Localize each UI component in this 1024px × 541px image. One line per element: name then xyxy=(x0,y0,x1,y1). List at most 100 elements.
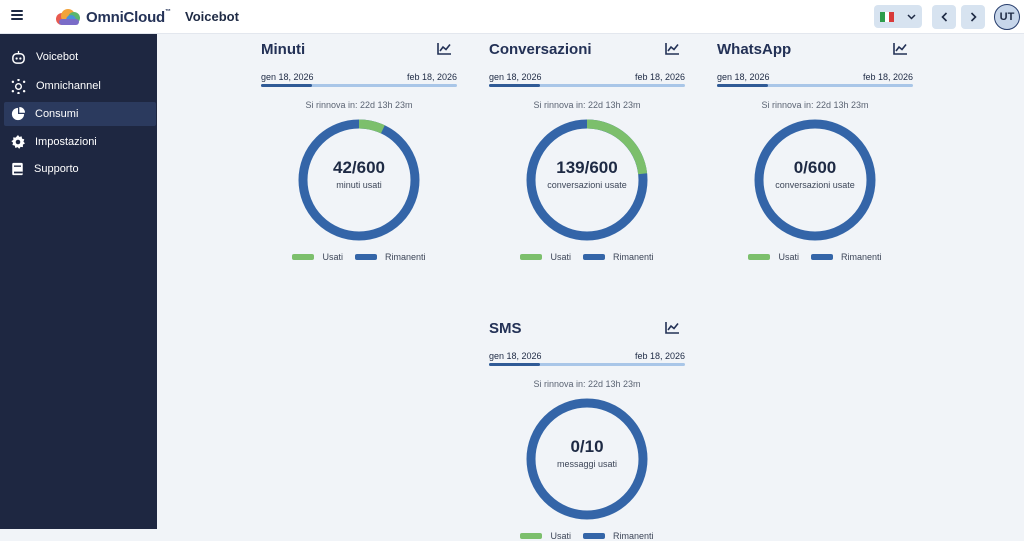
brand-name: OmniCloud™ xyxy=(86,8,171,26)
line-chart-icon[interactable] xyxy=(665,42,680,55)
avatar[interactable]: UT xyxy=(994,4,1020,30)
legend-label-remaining: Rimanenti xyxy=(384,252,426,262)
legend-label-used: Usati xyxy=(322,252,343,262)
card-title: WhatsApp xyxy=(717,41,792,58)
usage-donut-chart xyxy=(526,119,648,241)
sidebar-item-label: Impostazioni xyxy=(35,136,97,148)
forward-button[interactable] xyxy=(961,5,985,29)
period-progress-bar xyxy=(261,84,457,87)
usage-card-conversazioni: Conversazioni gen 18, 2026 feb 18, 2026 … xyxy=(481,34,693,288)
renewal-countdown: Si rinnova in: 22d 13h 23m xyxy=(305,100,413,110)
usage-value: 42/600 xyxy=(333,158,385,177)
usage-unit-label: conversazioni usate xyxy=(775,180,855,190)
period-end-date: feb 18, 2026 xyxy=(406,72,457,82)
period-progress-bar xyxy=(489,84,685,87)
period-progress-fill xyxy=(717,84,768,87)
pie-chart-icon xyxy=(11,107,25,121)
legend-label-remaining: Rimanenti xyxy=(840,252,882,262)
legend-swatch-used xyxy=(748,254,771,260)
language-selector[interactable] xyxy=(874,5,922,28)
legend-swatch-used xyxy=(292,254,315,260)
donut-center: 42/600 minuti usati xyxy=(297,158,421,190)
sidebar-item-label: Voicebot xyxy=(36,51,79,63)
top-bar: OmniCloud™ Voicebot UT xyxy=(0,0,1024,34)
back-button[interactable] xyxy=(932,5,956,29)
period-start-date: gen 18, 2026 xyxy=(717,72,770,82)
chart-legend: Usati Rimanenti xyxy=(709,252,921,262)
usage-card-whatsapp: WhatsApp gen 18, 2026 feb 18, 2026 Si ri… xyxy=(709,34,921,288)
period-end-date: feb 18, 2026 xyxy=(634,72,685,82)
usage-card-minuti: Minuti gen 18, 2026 feb 18, 2026 Si rinn… xyxy=(253,34,465,288)
usage-donut-chart xyxy=(754,119,876,241)
legend-swatch-remaining xyxy=(582,533,605,539)
legend-swatch-remaining xyxy=(582,254,605,260)
legend-swatch-used xyxy=(520,254,543,260)
renewal-countdown: Si rinnova in: 22d 13h 23m xyxy=(533,379,641,389)
usage-value: 0/10 xyxy=(570,437,604,456)
chevron-left-icon xyxy=(940,12,947,22)
period-end-date: feb 18, 2026 xyxy=(634,351,685,361)
renewal-countdown: Si rinnova in: 22d 13h 23m xyxy=(761,100,869,110)
line-chart-icon[interactable] xyxy=(665,321,680,334)
legend-label-remaining: Rimanenti xyxy=(612,531,654,541)
sidebar-item-label: Omnichannel xyxy=(36,80,101,92)
cloud-logo-icon xyxy=(56,9,80,25)
renewal-countdown: Si rinnova in: 22d 13h 23m xyxy=(533,100,641,110)
line-chart-icon[interactable] xyxy=(893,42,908,55)
period-start-date: gen 18, 2026 xyxy=(489,72,542,82)
chart-legend: Usati Rimanenti xyxy=(253,252,465,262)
usage-card-sms: SMS gen 18, 2026 feb 18, 2026 Si rinnova… xyxy=(481,313,693,541)
period-progress-fill xyxy=(489,363,540,366)
legend-label-remaining: Rimanenti xyxy=(612,252,654,262)
italy-flag-icon xyxy=(880,11,895,22)
sidebar-item-voicebot[interactable]: Voicebot xyxy=(4,45,156,69)
donut-used-arc xyxy=(298,119,420,241)
legend-swatch-remaining xyxy=(810,254,833,260)
usage-donut-chart xyxy=(526,398,648,520)
period-progress-bar xyxy=(717,84,913,87)
usage-value: 139/600 xyxy=(556,158,618,177)
period-end-date: feb 18, 2026 xyxy=(862,72,913,82)
sidebar-item-supporto[interactable]: Supporto xyxy=(4,157,156,181)
period-progress-fill xyxy=(489,84,540,87)
chart-legend: Usati Rimanenti xyxy=(481,531,693,541)
usage-donut-chart xyxy=(298,119,420,241)
donut-center: 0/10 messaggi usati xyxy=(525,437,649,469)
period-progress-bar xyxy=(489,363,685,366)
logo: OmniCloud™ xyxy=(54,7,171,27)
legend-swatch-remaining xyxy=(354,254,377,260)
sidebar-item-label: Supporto xyxy=(34,163,79,175)
legend-label-used: Usati xyxy=(550,252,571,262)
robot-icon xyxy=(12,50,25,64)
sidebar: Voicebot Omnichannel Consumi Impostazion… xyxy=(0,34,157,529)
donut-remaining-arc xyxy=(754,119,876,241)
card-title: Minuti xyxy=(261,41,306,58)
legend-swatch-used xyxy=(520,533,543,539)
hub-icon xyxy=(11,78,26,94)
sidebar-item-omnichannel[interactable]: Omnichannel xyxy=(4,74,156,98)
legend-label-used: Usati xyxy=(550,531,571,541)
sidebar-item-impostazioni[interactable]: Impostazioni xyxy=(4,130,156,154)
usage-unit-label: messaggi usati xyxy=(556,459,618,469)
chart-legend: Usati Rimanenti xyxy=(481,252,693,262)
book-icon xyxy=(12,162,23,176)
card-title: Conversazioni xyxy=(489,41,592,58)
period-progress-fill xyxy=(261,84,312,87)
card-title: SMS xyxy=(489,320,522,337)
page-title: Voicebot xyxy=(185,9,239,24)
donut-center: 0/600 conversazioni usate xyxy=(753,158,877,190)
period-start-date: gen 18, 2026 xyxy=(489,351,542,361)
line-chart-icon[interactable] xyxy=(437,42,452,55)
donut-used-arc xyxy=(526,119,648,241)
chevron-right-icon xyxy=(970,12,977,22)
usage-unit-label: minuti usati xyxy=(336,180,382,190)
menu-icon[interactable] xyxy=(11,10,23,22)
usage-unit-label: conversazioni usate xyxy=(547,180,627,190)
gear-icon xyxy=(11,135,25,149)
period-start-date: gen 18, 2026 xyxy=(261,72,314,82)
chevron-down-icon xyxy=(907,13,916,20)
sidebar-item-label: Consumi xyxy=(35,108,79,120)
sidebar-item-consumi[interactable]: Consumi xyxy=(4,102,156,126)
donut-center: 139/600 conversazioni usate xyxy=(525,158,649,190)
donut-remaining-arc xyxy=(526,398,648,520)
